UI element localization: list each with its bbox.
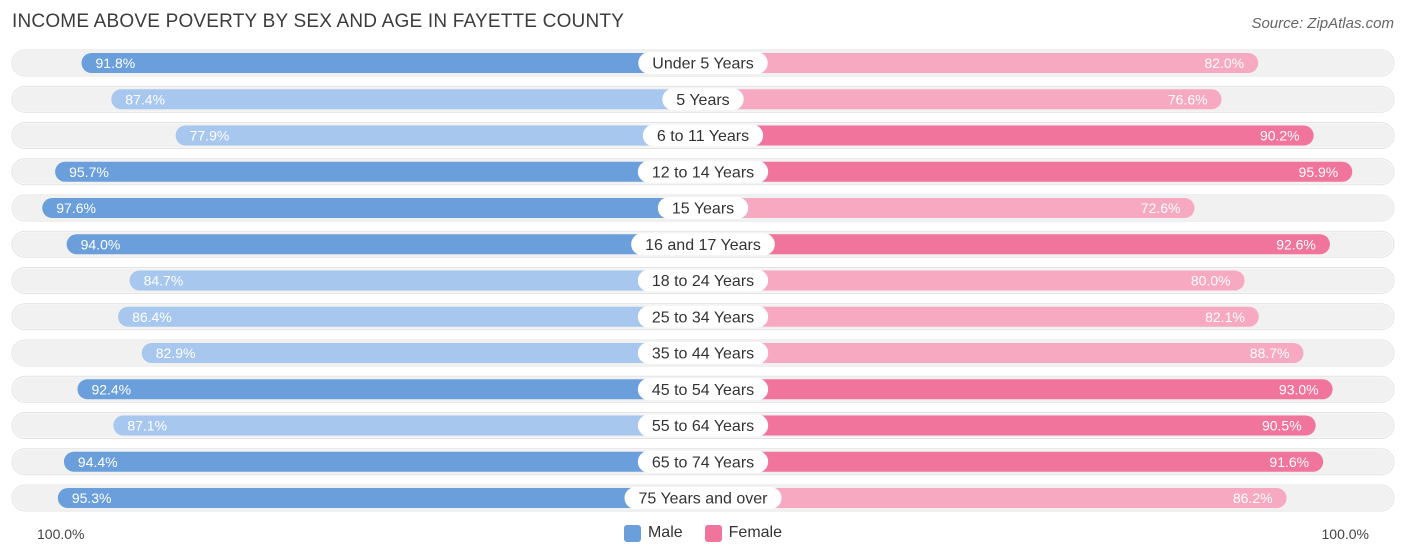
bar-male: [141, 343, 704, 363]
category-pill: [662, 88, 744, 111]
category-label: 65 to 74 Years: [652, 454, 754, 471]
category-pill: [657, 197, 749, 219]
data-label-female: 72.6%: [1141, 200, 1181, 216]
bar-female: [703, 415, 1316, 436]
data-label-female: 95.9%: [1299, 164, 1339, 180]
legend-male-label: Male: [647, 524, 683, 541]
bar-male: [57, 488, 704, 508]
data-label-female: 90.2%: [1260, 128, 1300, 144]
data-label-male: 95.7%: [69, 164, 109, 180]
bar-female: [703, 198, 1195, 218]
legend-female-label: Female: [728, 524, 783, 541]
bar-male: [63, 451, 704, 472]
bar-female: [703, 379, 1333, 400]
category-label: 75 Years and over: [639, 491, 769, 508]
data-label-male: 87.4%: [125, 91, 165, 107]
data-label-male: 87.1%: [127, 418, 167, 434]
data-label-female: 93.0%: [1279, 381, 1319, 397]
data-label-female: 91.6%: [1269, 454, 1309, 470]
legend: Male Female: [0, 524, 1406, 542]
legend-item-male[interactable]: Male: [623, 524, 683, 542]
data-label-female: 92.6%: [1276, 236, 1316, 252]
data-label-female: 88.7%: [1250, 345, 1290, 361]
category-label: 15 Years: [672, 201, 734, 218]
axis-right-label: 100.0%: [1321, 526, 1369, 542]
category-label: 12 to 14 Years: [652, 164, 754, 181]
category-pill: [637, 342, 769, 364]
bar-male: [55, 161, 703, 182]
category-pill: [637, 160, 769, 183]
category-pill: [642, 124, 764, 147]
category-label: 45 to 54 Years: [652, 382, 754, 399]
bar-female: [703, 270, 1245, 291]
bar-female: [703, 53, 1259, 73]
axis-left-label: 100.0%: [37, 526, 85, 542]
data-label-male: 91.8%: [96, 55, 136, 71]
chart-title: INCOME ABOVE POVERTY BY SEX AND AGE IN F…: [12, 11, 625, 32]
legend-item-female[interactable]: Female: [704, 524, 783, 542]
data-label-female: 90.5%: [1262, 418, 1302, 434]
data-label-male: 77.9%: [190, 128, 230, 144]
category-label: 5 Years: [676, 92, 729, 109]
category-pill: [637, 269, 769, 292]
data-label-female: 76.6%: [1168, 91, 1208, 107]
category-pill: [637, 305, 769, 328]
data-label-male: 95.3%: [72, 490, 112, 506]
bar-male: [175, 125, 703, 146]
female-swatch: [704, 524, 722, 542]
male-swatch: [623, 524, 641, 542]
data-label-female: 80.0%: [1191, 273, 1231, 289]
bar-male: [118, 306, 703, 327]
data-label-male: 82.9%: [156, 345, 196, 361]
category-label: 25 to 34 Years: [652, 309, 754, 326]
data-label-male: 86.4%: [132, 309, 172, 325]
category-label: 55 to 64 Years: [652, 418, 754, 435]
category-label: 16 and 17 Years: [645, 237, 761, 254]
data-label-female: 82.0%: [1204, 55, 1244, 71]
bar-male: [66, 234, 704, 255]
data-label-male: 97.6%: [56, 200, 96, 216]
data-label-male: 84.7%: [144, 273, 184, 289]
data-label-female: 82.1%: [1205, 309, 1245, 325]
category-pill: [637, 414, 769, 437]
bar-male: [81, 53, 704, 73]
source-note: Source: ZipAtlas.com: [1251, 15, 1394, 32]
category-pill: [624, 487, 782, 509]
data-label-male: 92.4%: [91, 381, 131, 397]
category-pill: [631, 233, 775, 256]
data-label-male: 94.0%: [81, 236, 121, 252]
category-label: 35 to 44 Years: [652, 346, 754, 363]
bar-female: [703, 343, 1304, 363]
bar-female: [703, 451, 1324, 472]
category-label: Under 5 Years: [652, 56, 753, 73]
category-pill: [638, 52, 768, 74]
bar-female: [703, 161, 1353, 182]
bar-male: [113, 415, 703, 436]
bar-male: [111, 89, 703, 110]
category-label: 6 to 11 Years: [657, 128, 749, 145]
bar-female: [703, 234, 1330, 255]
bar-male: [77, 379, 703, 400]
bar-female: [703, 89, 1222, 110]
category-label: 18 to 24 Years: [652, 273, 754, 290]
data-label-female: 86.2%: [1233, 490, 1273, 506]
bar-female: [703, 488, 1287, 508]
bar-female: [703, 306, 1259, 327]
category-pill: [637, 378, 769, 401]
bar-female: [703, 125, 1314, 146]
data-label-male: 94.4%: [78, 454, 118, 470]
chart-canvas: 91.8% 82.0% Under 5 Years 87.4% 76.6% 5 Years…: [11, 49, 1395, 512]
bar-male: [129, 270, 703, 291]
bar-male: [42, 198, 704, 218]
category-pill: [637, 450, 769, 473]
